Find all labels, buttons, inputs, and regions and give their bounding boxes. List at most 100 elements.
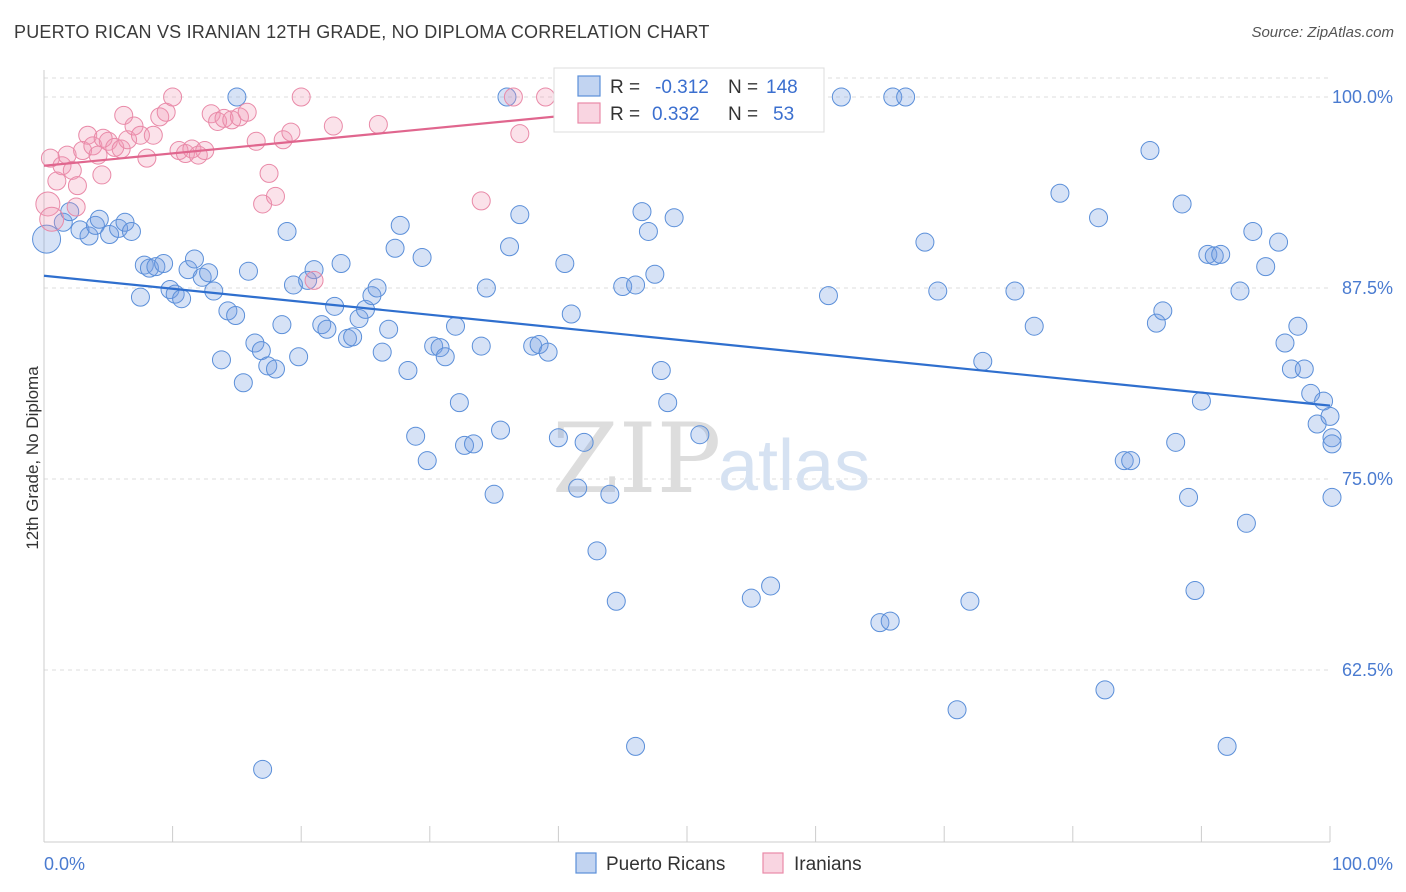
bottom-legend-swatch-blue <box>575 852 597 874</box>
legend-n-value-1: 148 <box>766 77 798 98</box>
data-point-puerto-ricans <box>658 393 678 413</box>
legend-frame <box>553 67 825 133</box>
data-point-puerto-ricans <box>973 351 993 371</box>
data-point-puerto-ricans <box>184 249 204 269</box>
x-tick-labels: 0.0% 100.0% <box>44 854 1393 874</box>
data-point-puerto-ricans <box>372 342 392 362</box>
data-point-puerto-ricans <box>500 237 520 257</box>
data-point-iranians <box>78 125 98 145</box>
data-point-puerto-ricans <box>1191 391 1211 411</box>
data-point-puerto-ricans <box>227 87 247 107</box>
data-point-iranians <box>124 116 144 136</box>
x-tick-label-min: 0.0% <box>44 854 85 874</box>
data-point-iranians <box>273 130 293 150</box>
data-point-puerto-ricans <box>233 373 253 393</box>
data-point-puerto-ricans <box>1211 244 1231 264</box>
data-point-puerto-ricans <box>349 309 369 329</box>
data-point-puerto-ricans <box>626 736 646 756</box>
data-point-iranians <box>471 191 491 211</box>
data-point-puerto-ricans <box>289 347 309 367</box>
data-point-puerto-ricans <box>510 205 530 225</box>
data-point-puerto-ricans <box>960 591 980 611</box>
data-point-puerto-ricans <box>587 541 607 561</box>
data-point-puerto-ricans <box>130 287 150 307</box>
data-point-puerto-ricans <box>1140 140 1160 160</box>
data-point-puerto-ricans <box>238 261 258 281</box>
data-point-puerto-ricans <box>574 432 594 452</box>
bottom-legend: Puerto Ricans Iranians <box>575 852 862 875</box>
data-point-iranians <box>40 148 60 168</box>
data-point-puerto-ricans <box>211 350 231 370</box>
data-point-puerto-ricans <box>651 361 671 381</box>
data-point-puerto-ricans <box>1204 246 1224 266</box>
data-point-puerto-ricans <box>638 221 658 241</box>
data-point-puerto-ricans <box>435 347 455 367</box>
data-point-puerto-ricans <box>298 270 318 290</box>
data-point-puerto-ricans <box>283 275 303 295</box>
data-point-puerto-ricans <box>379 319 399 339</box>
data-point-puerto-ricans <box>1185 581 1205 601</box>
data-point-puerto-ricans <box>412 247 432 267</box>
data-point-iranians <box>281 122 301 142</box>
watermark-atlas: atlas <box>718 426 870 506</box>
data-point-puerto-ricans <box>947 700 967 720</box>
data-point-puerto-ricans <box>491 420 511 440</box>
data-point-puerto-ricans <box>85 215 105 235</box>
bottom-legend-swatch-pink <box>762 852 784 874</box>
data-point-puerto-ricans <box>561 304 581 324</box>
data-point-iranians <box>163 87 183 107</box>
legend-swatch-blue <box>577 75 601 97</box>
data-point-puerto-ricans <box>1166 432 1186 452</box>
watermark-zip: ZIP <box>552 403 721 515</box>
data-point-puerto-ricans <box>645 264 665 284</box>
grid-lines <box>44 77 1330 671</box>
data-point-puerto-ricans <box>632 202 652 222</box>
data-point-puerto-ricans <box>568 478 588 498</box>
x-tick-label-max: 100.0% <box>1332 854 1393 874</box>
data-point-puerto-ricans <box>626 275 646 295</box>
data-point-puerto-ricans <box>1114 451 1134 471</box>
data-point-puerto-ricans <box>390 215 410 235</box>
data-point-puerto-ricans <box>343 327 363 347</box>
data-point-puerto-ricans <box>121 221 141 241</box>
data-point-puerto-ricans <box>606 591 626 611</box>
data-point-puerto-ricans <box>417 451 437 471</box>
bottom-legend-label-iranians: Iranians <box>794 854 862 875</box>
legend-box: R = -0.312 N = 148 R = 0.332 N = 53 <box>553 67 825 133</box>
data-point-puerto-ricans <box>1050 183 1070 203</box>
data-point-puerto-ricans <box>664 208 684 228</box>
chart-title: PUERTO RICAN VS IRANIAN 12TH GRADE, NO D… <box>14 22 710 42</box>
data-point-puerto-ricans <box>831 87 851 107</box>
data-point-puerto-ricans <box>1153 301 1173 321</box>
y-tick-labels: 100.0% 87.5% 75.0% 62.5% <box>1332 87 1393 680</box>
y-tick-label: 87.5% <box>1342 278 1393 298</box>
data-point-puerto-ricans <box>1146 313 1166 333</box>
data-point-puerto-ricans <box>600 484 620 504</box>
data-point-puerto-ricans <box>226 306 246 326</box>
data-point-iranians <box>214 108 234 128</box>
data-point-puerto-ricans <box>304 260 324 280</box>
data-point-puerto-ricans <box>1179 487 1199 507</box>
data-point-iranians <box>368 115 388 135</box>
data-point-puerto-ricans <box>258 356 278 376</box>
data-point-iranians <box>246 131 266 151</box>
data-point-iranians <box>47 171 67 191</box>
legend-r-label-1: R = <box>610 77 640 98</box>
data-point-puerto-ricans <box>430 338 450 358</box>
data-point-iranians <box>237 102 257 122</box>
data-point-iranians <box>265 186 285 206</box>
legend-r-value-2: 0.332 <box>652 104 700 125</box>
data-point-puerto-ricans <box>146 257 166 277</box>
data-point-puerto-ricans <box>1217 736 1237 756</box>
data-point-iranians <box>67 176 87 196</box>
data-point-puerto-ricans <box>1024 316 1044 336</box>
data-point-puerto-ricans <box>277 221 297 241</box>
data-point-puerto-ricans <box>253 759 273 779</box>
data-point-puerto-ricans <box>548 428 568 448</box>
data-point-puerto-ricans <box>484 484 504 504</box>
data-point-iranians <box>66 197 86 217</box>
legend-r-value-1: -0.312 <box>655 77 709 98</box>
data-point-puerto-ricans <box>1230 281 1250 301</box>
trend-line-puerto-ricans <box>43 274 1331 407</box>
